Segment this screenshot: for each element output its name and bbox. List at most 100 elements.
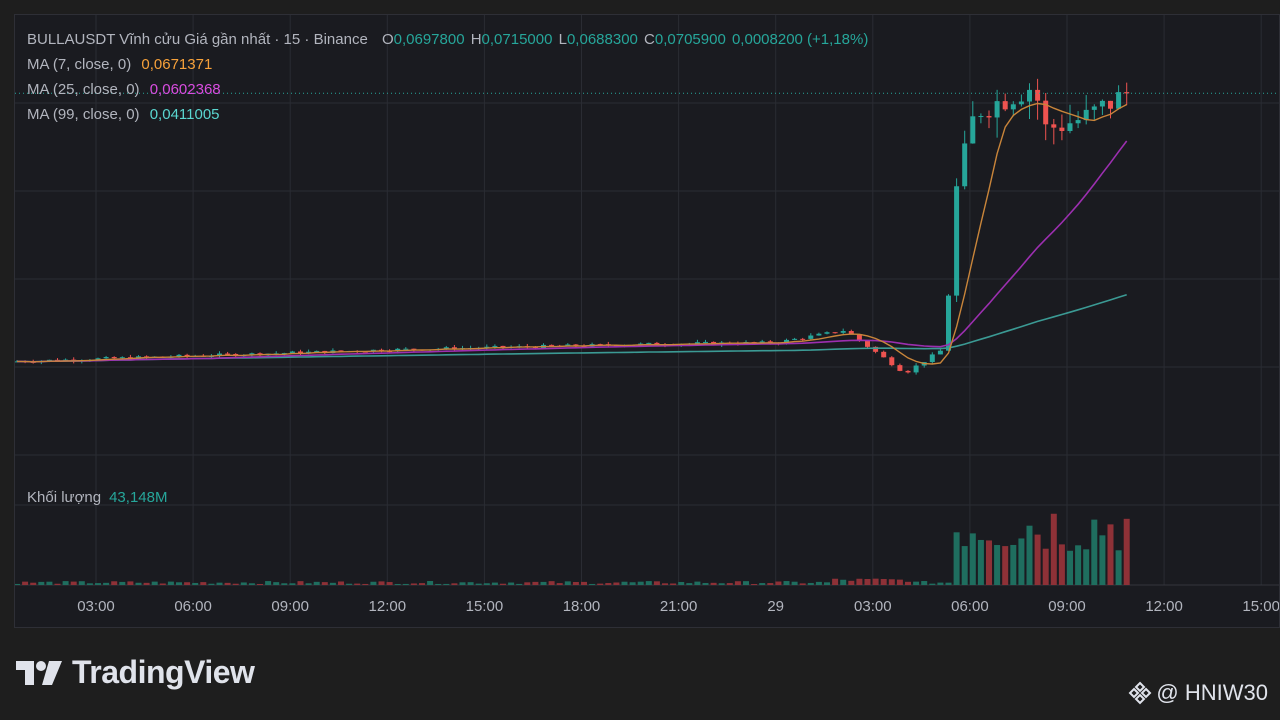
ma99-value: 0,0411005 (149, 106, 220, 123)
volume-bar (848, 580, 855, 585)
high-label: H (470, 31, 482, 48)
candle-body (597, 344, 603, 346)
time-axis-label: 12:00 (369, 598, 407, 615)
candle-body (1075, 120, 1081, 124)
time-axis-label: 21:00 (660, 598, 698, 615)
candle-body (103, 357, 109, 359)
volume-bar (240, 582, 247, 585)
volume-bar (402, 583, 409, 585)
volume-bar (896, 579, 903, 585)
volume-bar (977, 539, 984, 585)
volume-bar (78, 581, 85, 585)
candle-body (929, 354, 935, 363)
candle-body (1027, 89, 1032, 102)
candle-body (873, 346, 879, 352)
volume-bar (176, 582, 182, 585)
volume-bar (378, 581, 385, 585)
volume-bar (734, 581, 741, 585)
candle-body (55, 359, 60, 361)
candle-body (1091, 106, 1097, 110)
volume-bar (921, 581, 928, 585)
volume-bar (710, 582, 717, 585)
volume-bar (329, 582, 336, 585)
candle-body (95, 358, 101, 361)
volume-bar (670, 583, 677, 585)
volume-bar (1083, 549, 1090, 585)
author-watermark: @ HNIW30 (1128, 680, 1268, 706)
open-label: O (381, 31, 394, 48)
candle-body (824, 332, 830, 334)
time-axis-label: 09:00 (271, 598, 309, 615)
candle-body (443, 347, 449, 349)
volume-bar (508, 582, 515, 585)
time-axis-label: 03:00 (854, 598, 892, 615)
volume-bar (1123, 518, 1130, 585)
candle-body (119, 357, 125, 359)
ma7-row[interactable]: MA (7, close, 0) 0,0671371 (27, 52, 870, 77)
volume-bar (905, 581, 911, 585)
volume-value: 43,148M (109, 489, 168, 506)
volume-bar (500, 583, 506, 585)
candle-body (646, 342, 652, 344)
price-chart-svg[interactable]: 03:00 06:00 09:00 12:00 15:00 18:00 21:00 29 03:… (15, 15, 1280, 628)
ma25-row[interactable]: MA (25, close, 0) 0,0602368 (27, 77, 870, 102)
volume-bar (451, 583, 458, 585)
candle-body (816, 333, 822, 336)
binance-diamond-icon (1129, 681, 1152, 705)
ma25-line (16, 140, 1128, 363)
time-axis-label: 06:00 (174, 598, 212, 615)
candle-body (1010, 104, 1016, 110)
ma99-row[interactable]: MA (99, close, 0) 0,0411005 (27, 102, 870, 127)
volume-bar (945, 582, 952, 585)
candle-body (1059, 127, 1065, 131)
candle-body (549, 344, 555, 346)
volume-bar (1026, 525, 1033, 585)
volume-bar (953, 532, 960, 585)
volume-bar (516, 583, 523, 585)
volume-bar (200, 582, 207, 585)
volume-bar (581, 581, 587, 585)
symbol-row: BULLAUSDT Vĩnh cửu Giá gần nhất · 15 · B… (27, 27, 870, 52)
time-axis-label: 29 (767, 598, 784, 615)
tradingview-logo: TradingView (16, 654, 255, 691)
candle-body (913, 365, 919, 373)
candle-body (225, 353, 231, 355)
close-label: C (644, 31, 655, 48)
candle-body (46, 359, 52, 361)
candle-body (1083, 109, 1089, 121)
volume-bar (726, 583, 733, 585)
ma7-line (16, 102, 1128, 365)
candle-body (994, 101, 1000, 118)
volume-legend[interactable]: Khối lượng 43,148M (27, 489, 167, 506)
candle-body (946, 295, 951, 351)
candle-body (176, 354, 182, 357)
volume-bar (1018, 538, 1025, 585)
candle-body (217, 353, 222, 356)
volume-bar (832, 578, 839, 585)
volume-bar (589, 583, 596, 585)
tradingview-wordmark: TradingView (72, 654, 255, 690)
volume-bar (459, 582, 466, 585)
candle-body (249, 353, 255, 356)
volume-bar (273, 582, 280, 585)
chart-area[interactable]: 03:00 06:00 09:00 12:00 15:00 18:00 21:00 29 03:… (14, 14, 1280, 628)
candle-body (403, 348, 409, 350)
time-axis-label: 09:00 (1048, 598, 1086, 615)
volume-bar (856, 578, 863, 585)
volume-bar (1034, 534, 1041, 585)
volume-bar (613, 582, 620, 585)
low-value: 0,0688300 (566, 31, 638, 48)
volume-bar (22, 581, 29, 585)
volume-bar (629, 582, 636, 585)
symbol-line[interactable]: BULLAUSDT Vĩnh cửu Giá gần nhất · 15 · B… (27, 31, 368, 48)
volume-bar (248, 583, 255, 585)
volume-bar (305, 583, 312, 585)
volume-bar (265, 581, 272, 585)
volume-bar (759, 583, 766, 585)
volume-bar (888, 579, 895, 585)
volume-bar (718, 583, 725, 585)
candle-body (905, 370, 911, 373)
volume-bar (338, 581, 344, 585)
candle-body (978, 116, 984, 118)
ma25-label: MA (25, close, 0) (27, 81, 140, 98)
